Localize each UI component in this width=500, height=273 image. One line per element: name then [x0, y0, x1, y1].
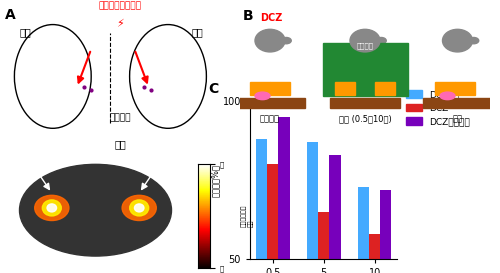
- Bar: [307, 142, 318, 273]
- Text: カーテン: カーテン: [356, 42, 374, 49]
- Bar: [330, 155, 340, 273]
- Ellipse shape: [122, 195, 156, 221]
- Ellipse shape: [255, 29, 285, 52]
- Text: A: A: [5, 8, 15, 22]
- Bar: [380, 190, 392, 273]
- Text: 右: 右: [20, 160, 24, 169]
- Circle shape: [255, 92, 270, 100]
- Text: 報酬提示: 報酬提示: [260, 114, 280, 123]
- Text: ⚡: ⚡: [116, 19, 124, 29]
- Text: 前頭前野: 前頭前野: [109, 113, 131, 122]
- Text: 抑制性人工受容体: 抑制性人工受容体: [98, 1, 142, 10]
- Bar: [322, 43, 408, 96]
- Bar: [256, 139, 268, 273]
- Ellipse shape: [350, 29, 380, 52]
- Bar: [335, 82, 355, 95]
- Ellipse shape: [281, 37, 291, 44]
- Bar: [455, 82, 475, 95]
- Bar: [435, 82, 455, 95]
- Ellipse shape: [134, 204, 144, 212]
- Bar: [375, 82, 395, 95]
- Y-axis label: 正解率（%）: 正解率（%）: [211, 164, 220, 197]
- Bar: [369, 234, 380, 273]
- Text: B: B: [242, 9, 253, 23]
- Bar: [235, 98, 305, 108]
- Text: 待ち (0.5～10秒): 待ち (0.5～10秒): [338, 114, 392, 123]
- Bar: [270, 82, 290, 95]
- Text: 右脳: 右脳: [19, 28, 31, 37]
- Text: C: C: [208, 82, 219, 96]
- Ellipse shape: [20, 164, 172, 256]
- Text: 左: 左: [177, 160, 182, 169]
- Text: DCZ: DCZ: [260, 13, 282, 23]
- Ellipse shape: [130, 200, 148, 216]
- Ellipse shape: [34, 195, 69, 221]
- Bar: [268, 164, 278, 273]
- Bar: [250, 82, 270, 95]
- Bar: [358, 186, 369, 273]
- Bar: [278, 117, 289, 273]
- Text: 断面: 断面: [114, 140, 126, 149]
- Bar: [318, 212, 330, 273]
- Bar: [330, 98, 400, 108]
- Ellipse shape: [442, 29, 472, 52]
- Ellipse shape: [47, 204, 56, 212]
- Ellipse shape: [469, 37, 479, 44]
- Text: 左脳: 左脳: [192, 28, 204, 37]
- Circle shape: [440, 92, 455, 100]
- Legend: DCZなし, DCZ, DCZ投与習日: DCZなし, DCZ, DCZ投与習日: [402, 87, 474, 130]
- Ellipse shape: [42, 200, 62, 216]
- Text: 選択: 選択: [452, 114, 462, 123]
- Ellipse shape: [376, 37, 386, 44]
- Text: 抑制性受容体
発現: 抑制性受容体 発現: [242, 204, 254, 227]
- Bar: [422, 98, 492, 108]
